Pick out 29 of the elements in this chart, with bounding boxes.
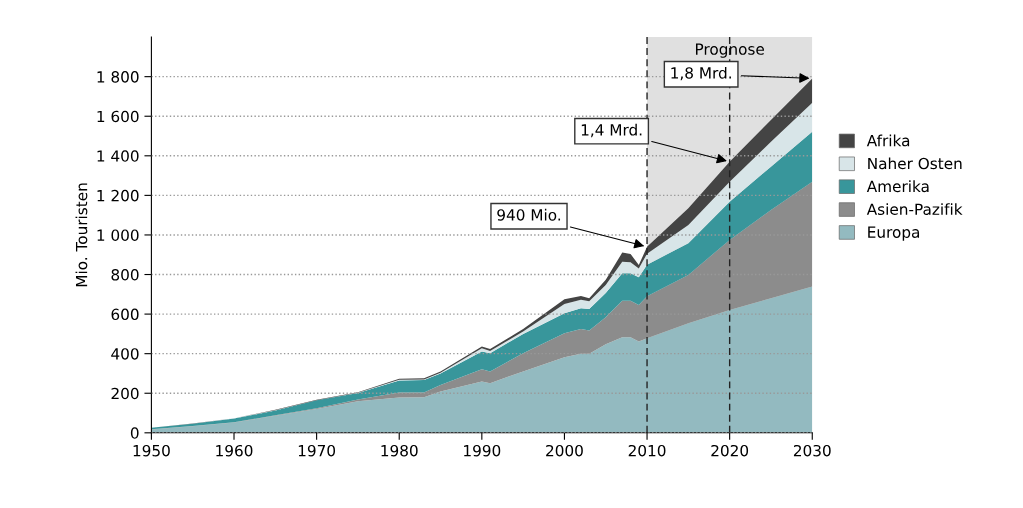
- y-tick-label: 400: [111, 348, 139, 360]
- x-tick-label: 1960: [216, 444, 253, 457]
- x-tick-label: 1990: [464, 444, 501, 457]
- y-tick-label: 1 400: [97, 150, 139, 162]
- annotation: 1,8 Mrd.: [671, 66, 731, 81]
- legend-label: Asien-Pazifik: [866, 203, 963, 216]
- x-tick-label: 1980: [381, 444, 418, 457]
- legend-label: Naher Osten: [868, 157, 962, 170]
- x-tick-label: 2030: [793, 444, 831, 457]
- x-tick-label: 2010: [628, 444, 666, 457]
- legend-label: Afrika: [866, 134, 910, 147]
- x-tick-label: 1950: [133, 444, 170, 457]
- y-tick-label: 800: [111, 268, 139, 281]
- band-label: Prognose: [695, 43, 764, 58]
- y-tick-label: 1 800: [97, 71, 139, 83]
- x-tick-label: 2000: [546, 444, 583, 457]
- y-tick-label: 1 600: [97, 110, 139, 123]
- y-tick-label: 600: [111, 308, 139, 321]
- x-tick-label: 1970: [298, 444, 336, 457]
- annotation: 940 Mio.: [497, 208, 561, 221]
- legend-label: Europa: [868, 226, 920, 241]
- y-axis-title: Mio. Touristen: [75, 183, 88, 287]
- y-tick-label: 1 000: [97, 229, 139, 241]
- legend-label: Amerika: [866, 180, 929, 193]
- x-tick-label: 2020: [711, 444, 749, 457]
- y-tick-label: 200: [111, 387, 139, 400]
- y-tick-label: 1 200: [97, 189, 139, 202]
- annotation: 1,4 Mrd.: [581, 123, 642, 138]
- y-tick-label: 0: [130, 427, 139, 439]
